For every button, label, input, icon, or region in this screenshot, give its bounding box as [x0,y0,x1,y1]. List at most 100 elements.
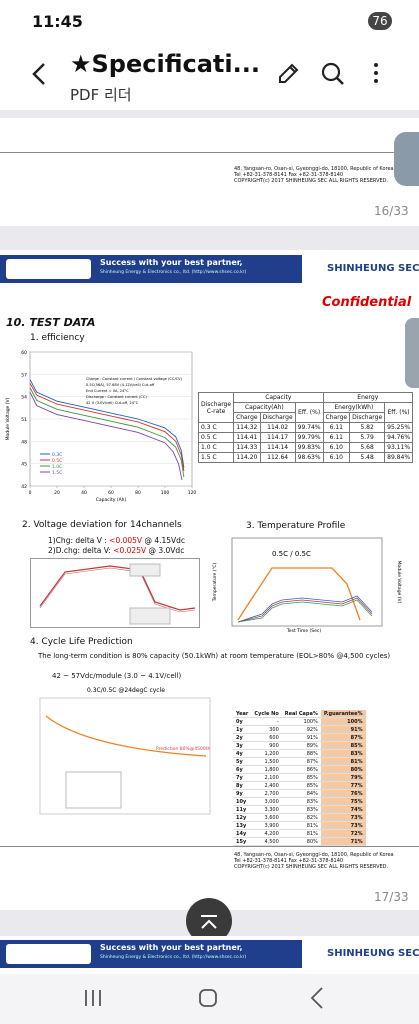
series-line [29,379,185,468]
condition: The long-term condition is 80% capacity … [38,652,391,660]
cell: 75% [320,797,366,806]
cell: 12y [233,813,252,822]
chart-title: 0.3C/0.5C @24degC cycle [87,687,165,694]
cell: 81% [320,757,366,766]
footer-rule [0,152,419,153]
header-cell: Real Capa% [281,710,321,718]
cell: 2,400 [251,781,282,790]
cell: 9y [233,789,252,798]
logo [6,944,91,964]
temperature-chart: Test Time (Sec) Temperature (℃) Module V… [212,537,402,634]
app-bar [0,40,419,110]
cell: 81% [281,829,321,838]
back-button[interactable] [30,62,50,86]
cell: 91% [320,725,366,734]
row: 3y 900 89% 85% [233,741,366,750]
address-line: Tel +82-31-378-8141 Fax +82-31-378-8140 [234,172,344,178]
page-16 [0,118,419,226]
clock: 11:45 [32,12,83,31]
row: 11y 3,300 83% 74% [233,805,366,814]
cell: 114.41 [233,432,261,443]
cell: 3,000 [251,797,282,806]
address: 48, Yangsan-ro, Osan-si, Gyeonggi-do, 18… [234,166,394,184]
x-tick-label: 40 [81,490,87,496]
cell: 1,500 [251,757,282,766]
row: 4y 1,200 88% 83% [233,749,366,758]
cell: 6.10 [322,452,351,463]
annotation: Prediction 80%@4500th [156,746,211,752]
row: 1y 300 92% 91% [233,725,366,734]
note: 0.5C(56A), 57.68V (4.12V/cell) Cut-off [86,383,155,387]
cell: 1,800 [251,765,282,774]
cell: 0.5 C [197,432,235,443]
y-tick-label: 42 [21,484,27,490]
cell: 114.14 [259,442,296,453]
address-line: COPYRIGHT(c) 2017 SHINHEUNG SEC ALL RIGH… [234,178,389,184]
cell: 100% [281,717,321,726]
row: 1.5 C 114.20 112.64 98.63% 6.10 5.48 89.84% [197,452,414,463]
cell: 93.11% [384,442,414,453]
cell: 3y [233,741,252,750]
heading: 1. efficiency [30,333,85,343]
nav-buttons[interactable] [60,984,360,1012]
footer-rule [0,846,419,847]
cell: 72% [320,829,366,838]
address-line: COPYRIGHT(c) 2017 SHINHEUNG SEC ALL RIGH… [234,864,389,870]
value: <0.025V [113,546,147,555]
page-number: 16/33 [374,204,409,218]
cell: 114.32 [233,422,261,433]
page-number: 17/33 [374,890,409,904]
toolbar-icons[interactable] [276,60,386,88]
voltage-line: 2)D.chg: delta V: <0.025V @ 3.0Vdc [48,546,184,555]
cell: 114.02 [259,422,296,433]
cell: 6.11 [322,422,351,433]
cell: 1.5 C [197,452,235,463]
cell: 4,500 [251,837,282,846]
cell: 99.79% [294,432,324,443]
y-tick-label: 54 [21,395,27,401]
row: 15y 4,500 80% 71% [233,837,366,846]
cell: - [251,717,282,726]
cell: Eff. (%) [384,402,414,423]
heading: 2. Voltage deviation for 14channels [22,520,182,530]
row: Discharge C-rate Capacity Energy [197,392,414,423]
status-bar [0,0,419,40]
cell: 5.79 [349,432,386,443]
x-tick-label: 80 [135,490,141,496]
cell: 5y [233,757,252,766]
cell: 73% [320,813,366,822]
row: 6y 1,800 86% 80% [233,765,366,774]
cell: 99.74% [294,422,324,433]
cell: 4y [233,749,252,758]
cell: 14y [233,829,252,838]
slogan: Success with your best partner, [100,258,243,267]
cell: 15y [233,837,252,846]
cell: Eff. (%) [294,402,324,423]
brand: SHINHEUNG SEC [327,948,419,959]
axis-label: Temperature (℃) [212,563,218,603]
banner: Success with your best partner, Shinheun… [0,255,419,283]
header-row: Year Cycle No Real Capa% P.guarantee% [233,710,366,718]
icon [201,915,217,929]
cell: 92% [281,725,321,734]
y-tick-label: 48 [21,439,27,445]
row: 0.3 C 114.32 114.02 99.74% 6.11 5.82 95.25% [197,422,414,433]
text: C-rate [206,407,226,415]
side-handle[interactable] [394,132,419,186]
cell: Discharge [349,412,386,423]
y-tick-label: 45 [21,462,27,468]
voltage-line: 1)Chg: delta V : <0.005V @ 4.15Vdc [48,536,185,545]
cell: 99.83% [294,442,324,453]
address: 48, Yangsan-ro, Osan-si, Gyeonggi-do, 18… [234,852,394,870]
heading: 3. Temperature Profile [246,521,346,531]
cell: Energy [322,392,414,403]
y-tick-label: 51 [21,417,27,423]
cell: Charge [233,412,261,423]
accessibility-handle[interactable] [405,318,419,388]
cell: 300 [251,725,282,734]
header-cell: P.guarantee% [320,710,366,718]
cell: Charge [322,412,351,423]
text: 2)D.chg: delta V: [48,546,114,555]
cell: 6.11 [322,432,351,443]
cell: 85% [281,773,321,782]
